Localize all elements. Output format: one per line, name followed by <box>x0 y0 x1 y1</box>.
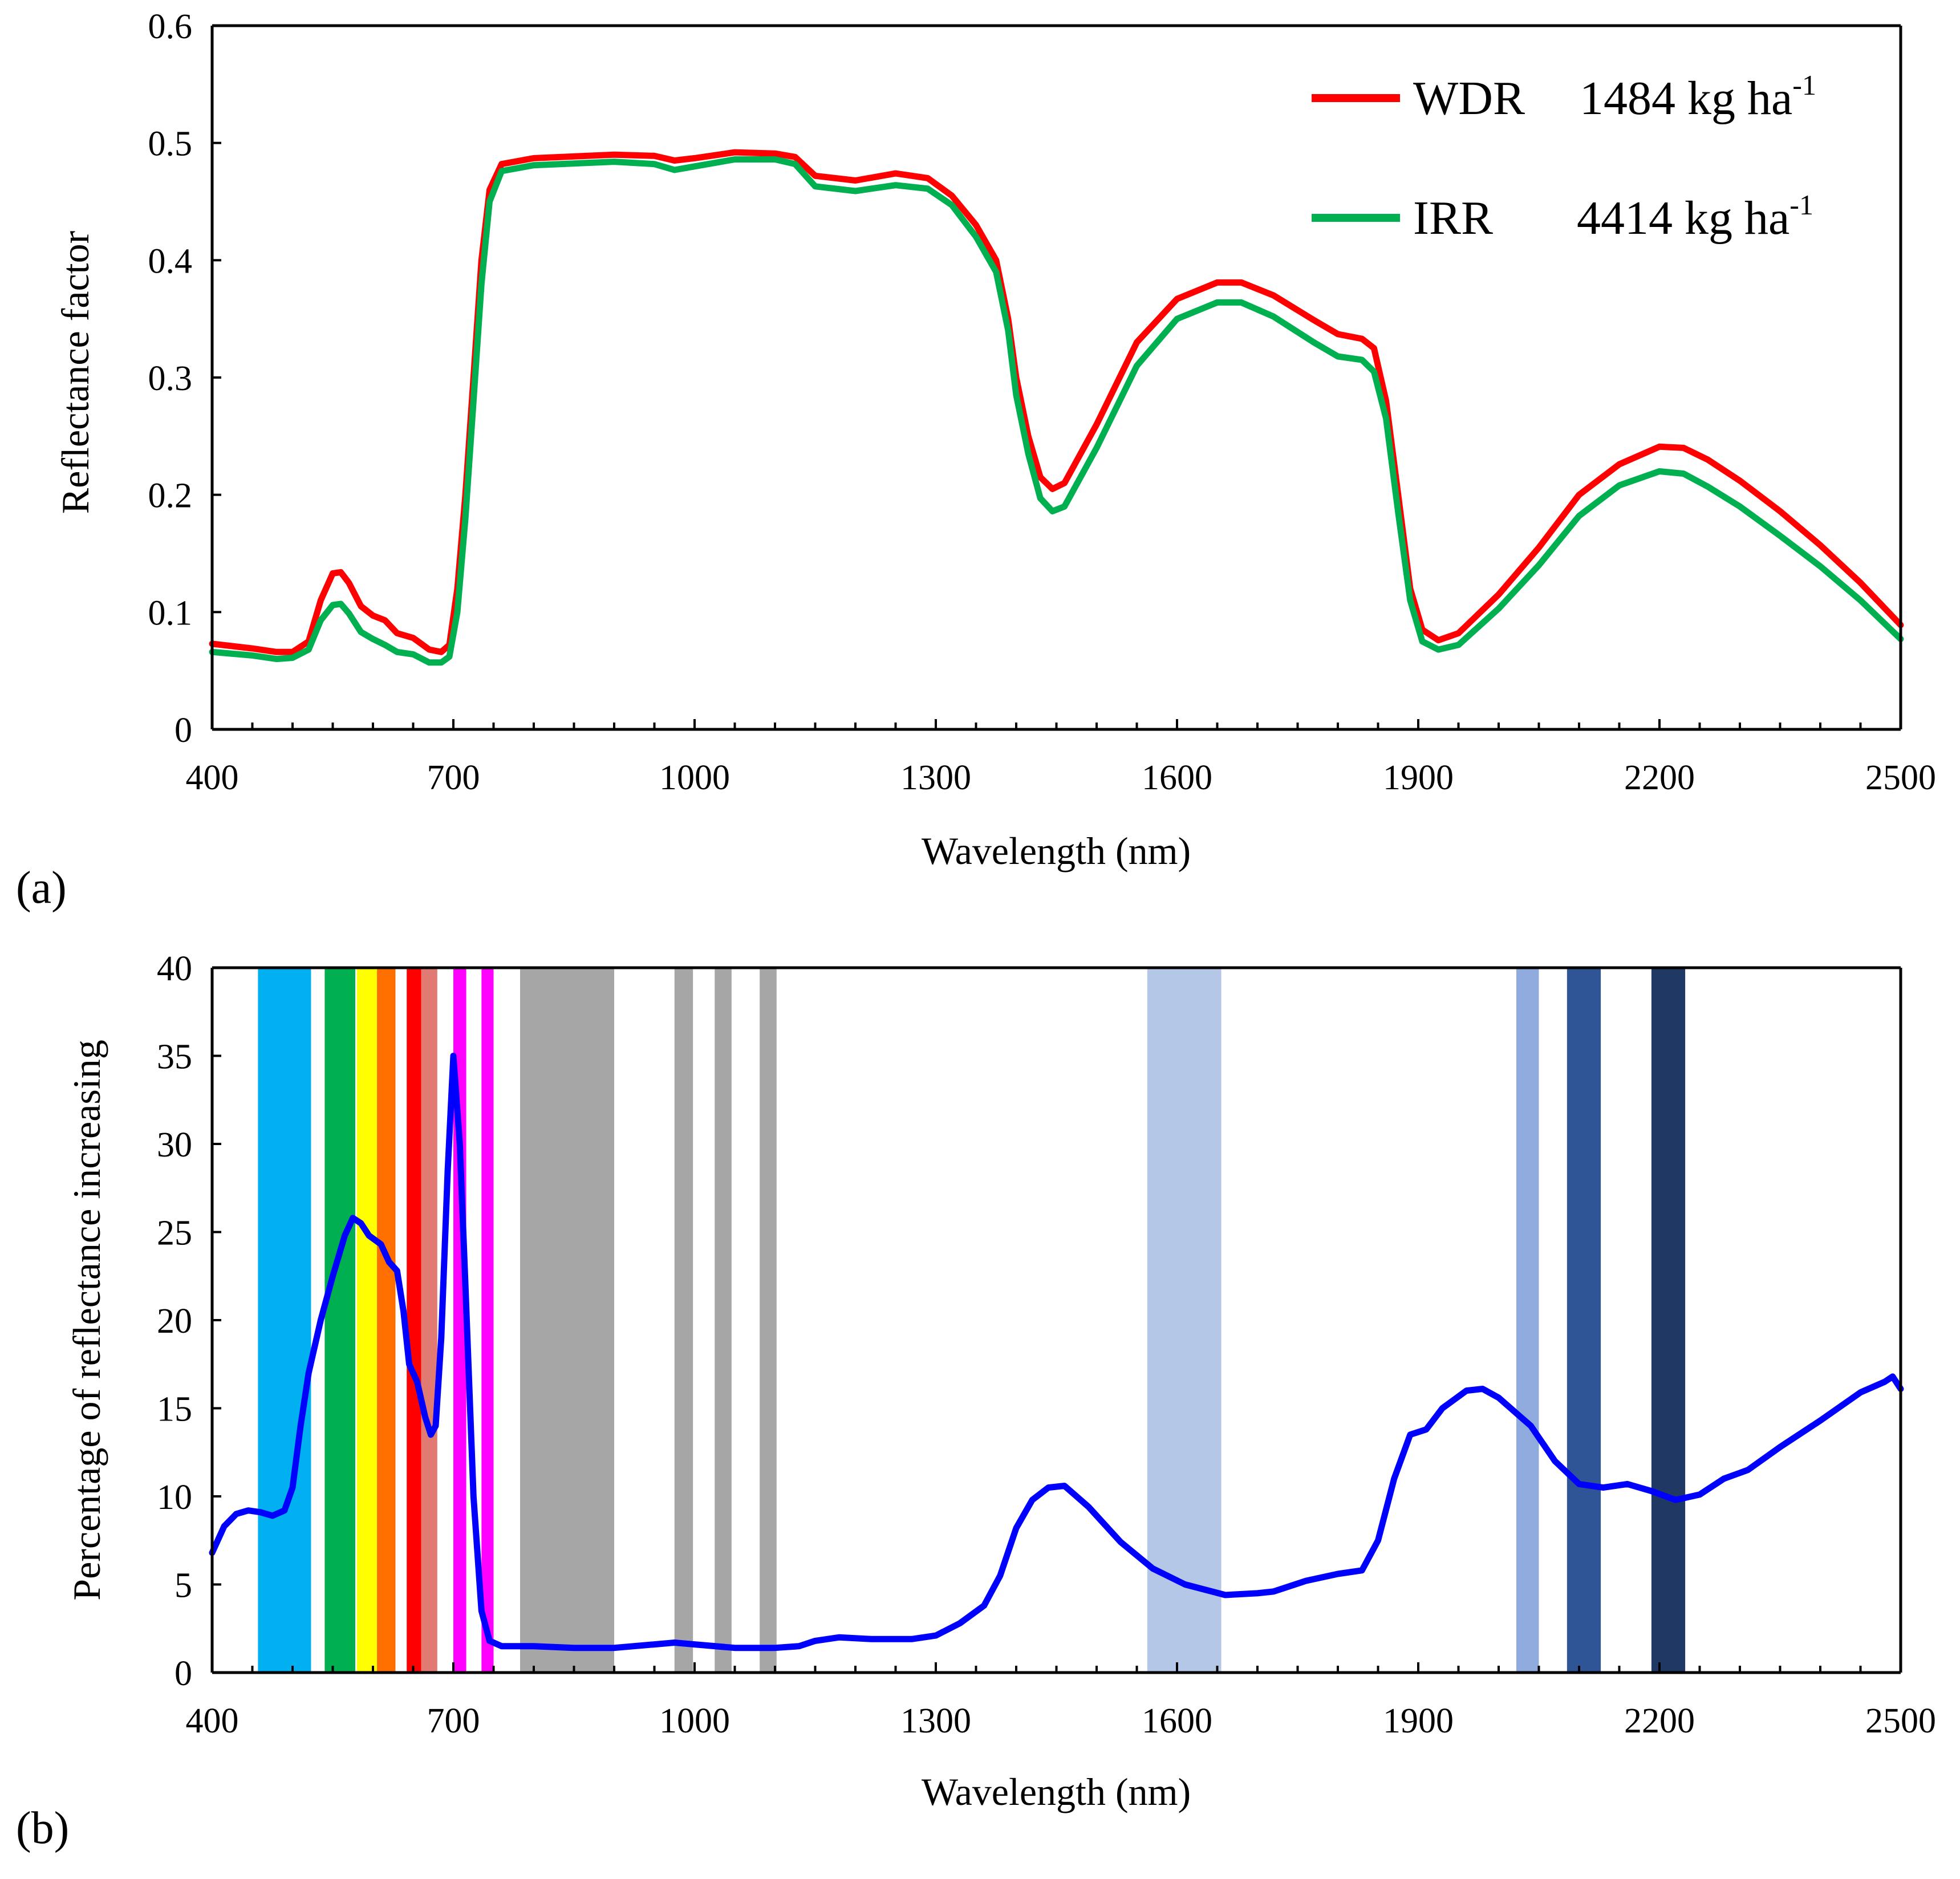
x-tick-label: 1600 <box>1142 1702 1212 1740</box>
y-tick-label: 5 <box>175 1566 192 1605</box>
legend-label-wdr: WDR <box>1413 72 1525 125</box>
wavelength-band-7 <box>453 968 466 1673</box>
wavelength-band-1 <box>258 968 311 1673</box>
x-tick-label: 1600 <box>1142 758 1212 797</box>
series-line-percentage-of-reflectance-increasing <box>209 1053 1904 1651</box>
y-tick-label: 0.1 <box>148 594 193 632</box>
wavelength-band-2 <box>324 968 355 1673</box>
y-tick-label: 0.4 <box>148 242 193 281</box>
x-tick-label: 2500 <box>1865 1702 1936 1740</box>
wavelength-band-13 <box>1147 968 1222 1673</box>
y-tick-label: 35 <box>157 1038 192 1077</box>
x-tick-label: 1000 <box>659 1702 730 1740</box>
panel-b-x-axis-title: Wavelength (nm) <box>922 1770 1191 1813</box>
wavelength-band-16 <box>1651 968 1686 1673</box>
x-tick-label: 1900 <box>1383 1702 1454 1740</box>
wavelength-band-4 <box>377 968 396 1673</box>
panel-b-label: (b) <box>16 1803 69 1853</box>
legend-yield-wdr: 1484 kg ha-1 <box>1580 69 1816 125</box>
x-tick-label: 400 <box>186 758 239 797</box>
wavelength-band-5 <box>407 968 421 1673</box>
series-line-wdr <box>209 149 1904 655</box>
y-tick-label: 0 <box>175 711 192 750</box>
y-tick-label: 20 <box>157 1302 192 1341</box>
panel-a-x-axis-title: Wavelength (nm) <box>922 829 1191 872</box>
wavelength-band-10 <box>674 968 693 1673</box>
wavelength-band-9 <box>520 968 614 1673</box>
wavelength-band-14 <box>1516 968 1539 1673</box>
wavelength-band-11 <box>715 968 732 1673</box>
panel-b-tick-labels: 400 700 1000 1300 1600 1900 2200 2500 0 5 10 15 20 25… <box>157 949 1936 1740</box>
y-tick-label: 0 <box>175 1654 192 1693</box>
panel-a-chart: 400 700 1000 1300 1600 1900 2200 2500 0 0.1 0.2 0.3… <box>16 7 1936 913</box>
panel-b-axes <box>210 966 1902 1674</box>
x-tick-label: 2200 <box>1624 1702 1695 1740</box>
wavelength-band-6 <box>421 968 437 1673</box>
y-tick-label: 0.3 <box>148 359 193 398</box>
panel-b-bands <box>258 968 1686 1673</box>
x-tick-label: 700 <box>427 758 480 797</box>
y-tick-label: 30 <box>157 1126 192 1164</box>
x-tick-label: 2200 <box>1624 758 1695 797</box>
x-tick-label: 1300 <box>900 1702 971 1740</box>
panel-a-label: (a) <box>16 863 67 913</box>
x-tick-label: 700 <box>427 1702 480 1740</box>
x-tick-label: 400 <box>186 1702 239 1740</box>
legend-label-irr: IRR <box>1413 192 1493 245</box>
y-tick-label: 0.5 <box>148 125 193 164</box>
y-tick-label: 0.2 <box>148 477 193 516</box>
y-tick-label: 25 <box>157 1214 192 1253</box>
y-tick-label: 40 <box>157 949 192 988</box>
wavelength-band-3 <box>356 968 378 1673</box>
panel-a-marks <box>209 149 1904 666</box>
panel-b-y-axis-title: Percentage of reflectance increasing <box>65 1040 108 1601</box>
legend-yield-irr: 4414 kg ha-1 <box>1577 189 1813 245</box>
x-tick-label: 1300 <box>900 758 971 797</box>
panel-a-axes <box>210 24 1902 731</box>
x-tick-label: 1000 <box>659 758 730 797</box>
series-line-irr <box>209 156 1904 666</box>
panel-a-tick-labels: 400 700 1000 1300 1600 1900 2200 2500 0 0.1 0.2 0.3… <box>148 7 1937 797</box>
panel-b-chart: 400 700 1000 1300 1600 1900 2200 2500 0 5 10 15 20 25… <box>16 949 1936 1853</box>
wavelength-band-12 <box>760 968 777 1673</box>
panel-a-legend: WDR 1484 kg ha-1 IRR 4414 kg ha-1 <box>1312 69 1816 245</box>
wavelength-band-15 <box>1567 968 1601 1673</box>
wavelength-band-8 <box>481 968 494 1673</box>
x-tick-label: 2500 <box>1865 758 1936 797</box>
x-tick-label: 1900 <box>1383 758 1454 797</box>
y-tick-label: 15 <box>157 1390 192 1429</box>
y-tick-label: 10 <box>157 1478 192 1517</box>
panel-a-y-axis-title: Reflectance factor <box>54 230 97 514</box>
panel-b-marks <box>209 1053 1904 1651</box>
y-tick-label: 0.6 <box>148 7 193 46</box>
